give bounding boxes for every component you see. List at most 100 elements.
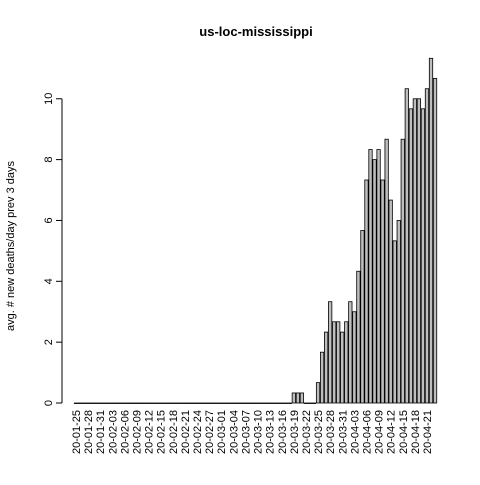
bar <box>324 331 329 404</box>
y-tick-label: 6 <box>43 217 55 223</box>
bar <box>219 402 224 404</box>
x-tick-label: 20-02-24 <box>192 410 204 454</box>
bar <box>412 98 417 404</box>
bar <box>424 88 430 404</box>
x-tick-label: 20-01-31 <box>95 410 107 454</box>
bar <box>114 402 119 404</box>
bar <box>207 402 212 404</box>
x-tick-label: 20-02-21 <box>180 410 192 454</box>
bar <box>319 351 325 404</box>
bar <box>408 108 413 404</box>
bar <box>239 402 244 404</box>
bar <box>227 402 232 404</box>
x-tick-label: 20-04-15 <box>398 410 410 454</box>
x-tick-label: 20-04-03 <box>349 410 361 454</box>
y-axis-label: avg. # new deaths/day prev 3 days <box>5 161 17 331</box>
y-tick-label: 2 <box>43 339 55 345</box>
bar <box>348 301 353 404</box>
bar <box>311 402 317 404</box>
bar <box>428 57 434 404</box>
bar <box>138 402 143 404</box>
bar <box>130 402 135 404</box>
bar <box>376 149 381 404</box>
x-tick-label: 20-02-09 <box>132 410 144 454</box>
bar <box>344 321 349 404</box>
x-tick-label: 20-03-28 <box>325 410 337 454</box>
bar <box>380 179 385 404</box>
bar <box>307 402 313 404</box>
bar <box>134 402 139 404</box>
bar <box>291 392 296 404</box>
x-tick-label: 20-04-09 <box>374 410 386 454</box>
y-tick-label: 4 <box>43 278 55 284</box>
bar <box>126 402 131 404</box>
y-tick-label: 8 <box>43 157 55 163</box>
bar <box>174 402 179 404</box>
bar <box>150 402 155 404</box>
x-tick-label: 20-02-27 <box>204 410 216 454</box>
bar <box>146 402 151 404</box>
bar <box>332 321 337 404</box>
x-tick-label: 20-01-28 <box>83 410 95 454</box>
bar <box>198 402 204 404</box>
bar <box>122 402 127 404</box>
bar <box>81 402 87 404</box>
bar <box>432 77 438 404</box>
chart-title: us-loc-mississippi <box>199 24 312 39</box>
bar <box>194 402 200 404</box>
bar <box>392 240 397 404</box>
bar <box>384 138 389 404</box>
bar <box>364 179 369 404</box>
bar <box>255 402 260 404</box>
bar <box>259 402 264 404</box>
bar <box>315 382 321 404</box>
bar <box>154 402 159 404</box>
x-tick-label: 20-02-12 <box>144 410 156 454</box>
bar <box>231 402 236 404</box>
bar <box>287 402 292 404</box>
bar <box>102 402 107 404</box>
bar <box>190 402 196 404</box>
bar <box>396 220 401 404</box>
bar <box>279 402 284 404</box>
x-tick-label: 20-04-12 <box>386 410 398 454</box>
bar <box>158 402 163 404</box>
x-tick-label: 20-01-25 <box>71 410 83 454</box>
x-tick-label: 20-02-03 <box>107 410 119 454</box>
bar <box>166 402 171 404</box>
x-tick-label: 20-04-18 <box>410 410 422 454</box>
bar <box>73 402 79 404</box>
bar <box>235 402 240 404</box>
x-tick-label: 20-02-06 <box>119 410 131 454</box>
bar <box>360 230 365 404</box>
x-tick-label: 20-03-25 <box>313 410 325 454</box>
bar <box>372 159 377 404</box>
bar <box>170 402 175 404</box>
bar <box>328 301 333 404</box>
bar <box>336 321 341 404</box>
bar <box>352 311 357 404</box>
bar <box>211 402 216 404</box>
bar <box>263 402 268 404</box>
x-tick-label: 20-02-18 <box>168 410 180 454</box>
bar <box>299 392 305 404</box>
bar <box>223 402 228 404</box>
bar <box>251 402 256 404</box>
bar <box>400 138 405 404</box>
bar <box>215 402 220 404</box>
bar <box>142 402 147 404</box>
bar <box>404 88 409 404</box>
bar <box>243 402 248 404</box>
bar <box>203 402 208 404</box>
x-tick-label: 20-03-04 <box>228 410 240 454</box>
bar <box>388 199 393 404</box>
x-tick-label: 20-02-15 <box>156 410 168 454</box>
x-tick-label: 20-03-07 <box>240 410 252 454</box>
x-tick-label: 20-03-19 <box>289 410 301 454</box>
bar <box>340 331 345 404</box>
bar <box>247 402 252 404</box>
bar <box>283 402 288 404</box>
bar <box>368 149 373 404</box>
bar <box>98 402 103 404</box>
bar <box>275 402 280 404</box>
